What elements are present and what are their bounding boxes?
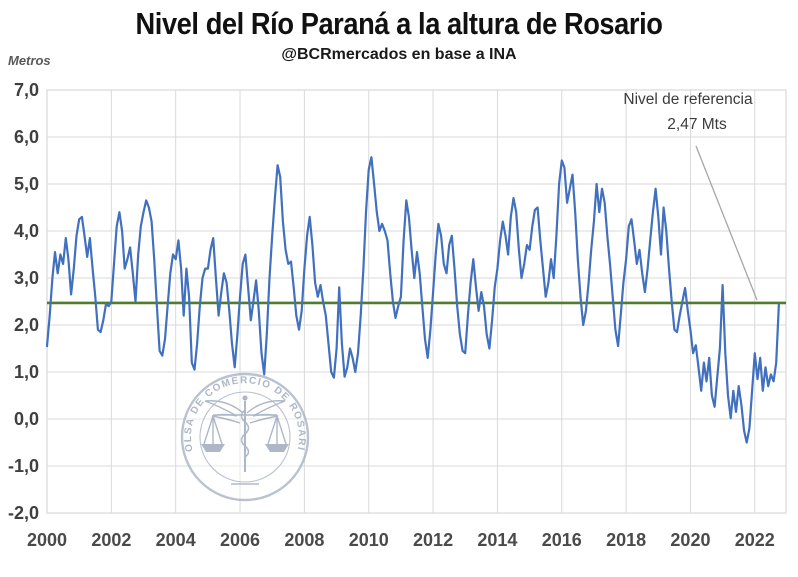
x-tick-label: 2008 bbox=[284, 530, 324, 550]
annotation-value: 2,47 Mts bbox=[667, 116, 727, 133]
y-tick-label: -2,0 bbox=[8, 503, 39, 523]
y-tick-label: 5,0 bbox=[14, 174, 39, 194]
x-tick-label: 2002 bbox=[91, 530, 131, 550]
x-tick-label: 2022 bbox=[735, 530, 775, 550]
y-tick-label: 7,0 bbox=[14, 80, 39, 100]
x-tick-label: 2020 bbox=[670, 530, 710, 550]
y-tick-label: 6,0 bbox=[14, 127, 39, 147]
x-tick-label: 2004 bbox=[156, 530, 196, 550]
y-axis-unit-label: Metros bbox=[8, 53, 51, 68]
y-tick-label: 3,0 bbox=[14, 268, 39, 288]
reference-annotation: Nivel de referencia 2,47 Mts bbox=[623, 91, 758, 301]
watermark-text: BOLSA DE COMERCIO DE ROSARIO bbox=[0, 0, 306, 453]
annotation-label: Nivel de referencia bbox=[623, 91, 753, 108]
x-tick-label: 2006 bbox=[220, 530, 260, 550]
y-tick-label: 1,0 bbox=[14, 362, 39, 382]
y-tick-label: -1,0 bbox=[8, 456, 39, 476]
river-level-line bbox=[45, 156, 781, 444]
y-tick-label: 2,0 bbox=[14, 315, 39, 335]
x-tick-label: 2016 bbox=[542, 530, 582, 550]
series-group bbox=[45, 156, 786, 444]
caduceus-and-scales-icon bbox=[201, 395, 289, 485]
x-tick-label: 2012 bbox=[413, 530, 453, 550]
plot-frame bbox=[46, 89, 787, 514]
x-tick-label: 2014 bbox=[477, 530, 517, 550]
seal-inner-ring bbox=[199, 391, 291, 483]
annotation-leader-line bbox=[695, 145, 758, 301]
chart-subtitle: @BCRmercados en base a INA bbox=[281, 46, 517, 63]
x-tick-label: 2018 bbox=[606, 530, 646, 550]
chart-title: Nivel del Río Paraná a la altura de Rosa… bbox=[135, 6, 663, 41]
grid-group bbox=[46, 89, 787, 514]
x-tick-label: 2000 bbox=[27, 530, 67, 550]
y-tick-label: 4,0 bbox=[14, 221, 39, 241]
svg-text:BOLSA DE COMERCIO DE ROSARIO: BOLSA DE COMERCIO DE ROSARIO bbox=[0, 0, 307, 453]
x-tick-label: 2010 bbox=[349, 530, 389, 550]
axis-ticks-group: 7,0 6,0 5,0 4,0 3,0 2,0 1,0 0,0 -1,0 -2,0 2000 2002… bbox=[8, 80, 775, 550]
y-tick-label: 0,0 bbox=[14, 409, 39, 429]
